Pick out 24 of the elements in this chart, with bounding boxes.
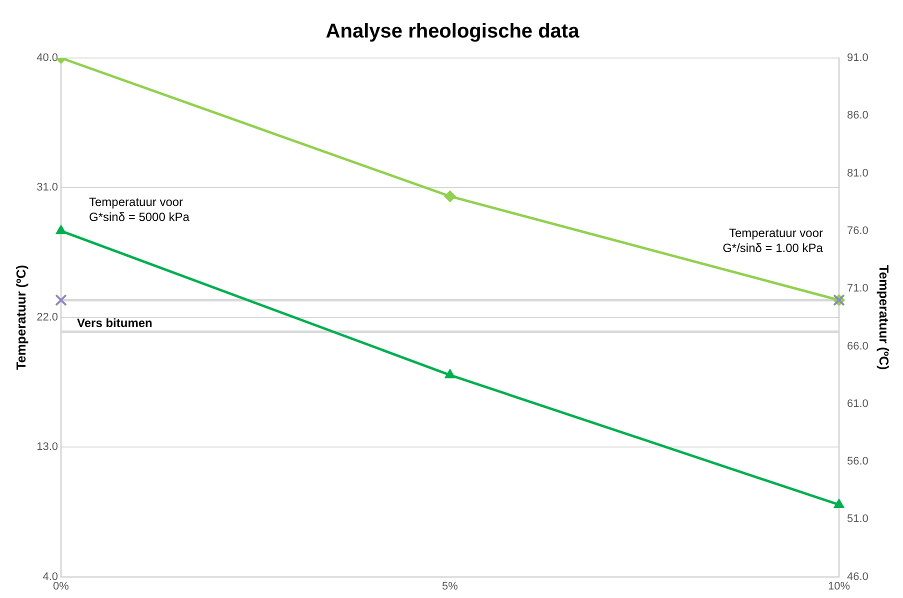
y-tick-label: 13.0: [36, 441, 58, 454]
y2-tick-label: 76.0: [846, 224, 868, 237]
y2-tick-label: 71.0: [846, 282, 868, 295]
x-tick-label: 5%: [442, 580, 458, 592]
y-tick-label: 4.0: [42, 570, 58, 583]
y2-tick-label: 66.0: [846, 340, 868, 352]
x-tick-label: 10%: [828, 580, 850, 592]
y2-tick-label: 81.0: [846, 167, 868, 180]
series-label: Temperatuur voor G*/sinδ = 1.00 kPa: [722, 226, 824, 256]
y2-tick-label: 46.0: [846, 570, 868, 583]
y-axis-title: Temperatuur (ºC): [13, 264, 28, 370]
y2-axis-title: Temperatuur (ºC): [876, 264, 892, 370]
y2-tick-label: 91.0: [846, 52, 868, 64]
y2-tick-label: 86.0: [846, 110, 868, 122]
x-tick-label: 0%: [53, 580, 70, 592]
series-label: Temperatuur voor G*sinδ = 5000 kPa: [89, 194, 190, 224]
y2-tick-label: 56.0: [846, 456, 868, 468]
chart-title: Analyse rheologische data: [326, 20, 580, 43]
y-tick-label: 40.0: [36, 52, 58, 64]
y2-tick-label: 61.0: [846, 398, 868, 410]
y-tick-label: 31.0: [36, 182, 58, 194]
ref-line-label: Vers bitumen: [77, 316, 152, 330]
y2-tick-label: 51.0: [846, 513, 868, 526]
y-tick-label: 22.0: [36, 311, 58, 324]
